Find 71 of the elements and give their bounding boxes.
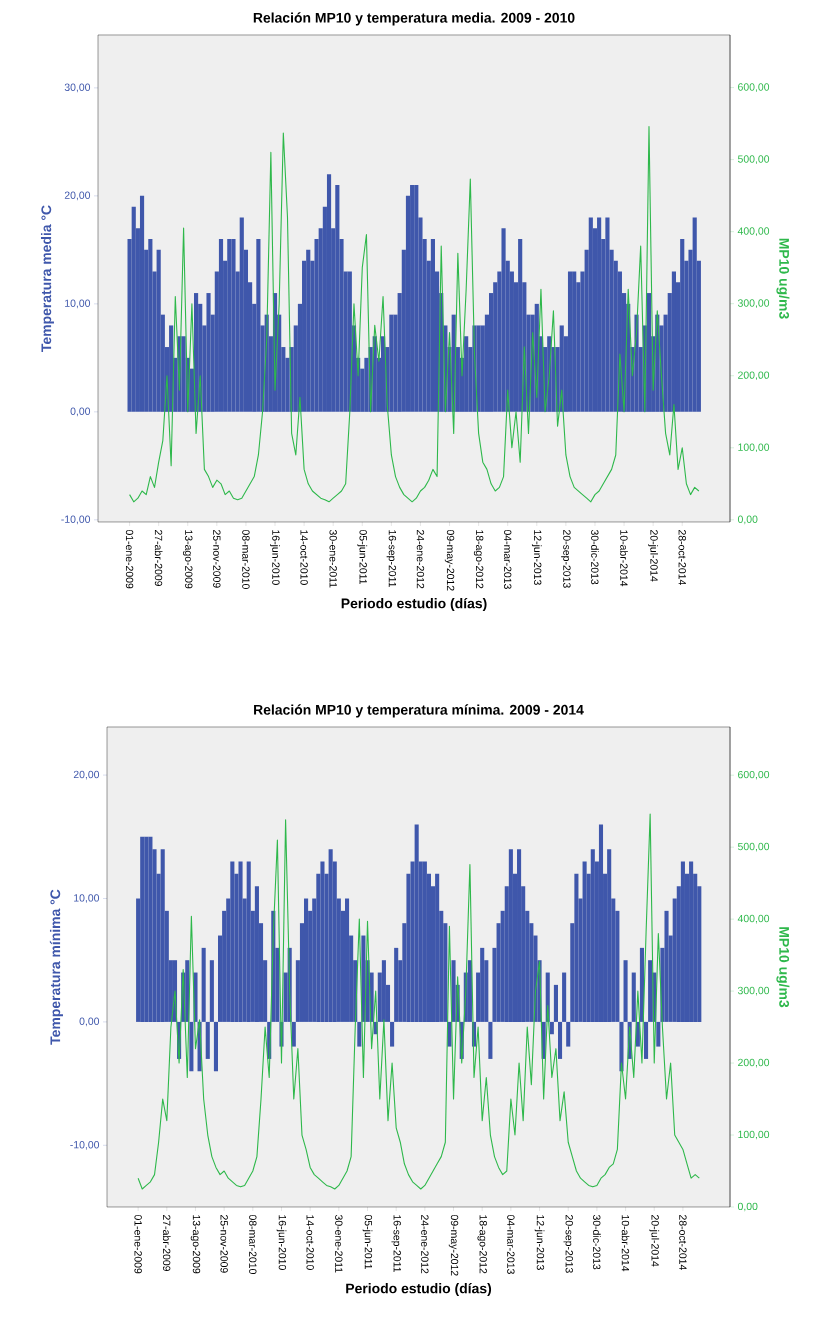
y-tick-label: -10,00 [70, 1140, 100, 1150]
x-tick-label: 14-oct-2010 [306, 1215, 314, 1270]
x-tick-label: 08-mar-2010 [242, 529, 250, 589]
x-tick-label: 20-sep-2013 [561, 530, 571, 588]
y2-tick-label: 400,00 [737, 227, 770, 236]
y2-axis-title: MP10 ug/m3 [776, 927, 790, 1008]
y-tick-label: 10,00 [74, 894, 100, 903]
x-tick-label: 30-dic-2013 [593, 1214, 601, 1270]
x-tick-label: 05-jun-2011 [357, 529, 368, 585]
x-tick-label: 25-nov-2009 [213, 530, 221, 588]
x-tick-label: 27-abr-2009 [154, 530, 163, 586]
y2-tick-label: 200,00 [738, 371, 770, 381]
x-tick-label: 24-ene-2012 [421, 1215, 429, 1274]
y2-tick-label: 600,00 [738, 770, 770, 780]
x-tick-label: 09-may-2012 [448, 1214, 459, 1276]
x-tick-label: 16-jun-2010 [276, 1215, 287, 1270]
y2-tick-label: 0,00 [737, 1202, 758, 1212]
y2-tick-label: 500,00 [737, 842, 770, 852]
x-tick-label: 10-abr-2014 [621, 1215, 630, 1272]
y-tick-label: -10,00 [61, 515, 91, 525]
x-tick-label: 13-ago-2009 [190, 1215, 201, 1274]
y-tick-label: 20,00 [64, 191, 91, 201]
x-tick-label: 20-jul-2014 [649, 1215, 660, 1267]
x-tick-label: 10-abr-2014 [620, 530, 628, 587]
x-tick-label: 16-sep-2011 [391, 1215, 401, 1272]
x-tick-label: 16-jun-2010 [270, 530, 280, 585]
x-tick-label: 13-ago-2009 [183, 530, 193, 589]
y-tick-label: 10,00 [65, 299, 91, 309]
y2-tick-label: 200,00 [738, 1058, 770, 1068]
x-tick-label: 12-jun-2013 [531, 530, 542, 585]
x-tick-label: 08-mar-2010 [249, 1214, 257, 1274]
x-tick-label: 16-sep-2011 [386, 530, 397, 587]
y-tick-label: 20,00 [73, 770, 100, 780]
y2-tick-label: 400,00 [737, 914, 770, 924]
x-tick-label: 05-jun-2011 [362, 1214, 373, 1270]
y2-tick-label: 500,00 [737, 155, 770, 164]
x-tick-label: 18-ago-2012 [473, 530, 484, 589]
y-axis-title: Temperatura mínima °C [49, 889, 63, 1045]
y-tick-label: 0,00 [79, 1017, 100, 1027]
x-tick-label: 28-oct-2014 [679, 1215, 687, 1271]
y2-tick-label: 100,00 [738, 1130, 770, 1140]
y2-tick-label: 300,00 [737, 986, 770, 996]
x-tick-label: 30-ene-2011 [329, 529, 337, 588]
chart-title: Relación MP10 y temperatura media. 2009 - 2010 [253, 12, 575, 26]
x-tick-label: 20-sep-2013 [563, 1215, 573, 1273]
y-tick-label: 30,00 [64, 83, 91, 93]
y2-axis-title: MP10 ug/m3 [776, 238, 790, 319]
x-tick-label: 09-may-2012 [444, 529, 455, 591]
x-tick-label: 04-mar-2013 [504, 529, 512, 589]
x-tick-label: 27-abr-2009 [162, 1215, 171, 1271]
x-tick-label: 28-oct-2014 [678, 530, 686, 585]
y2-tick-label: 100,00 [738, 443, 770, 453]
x-tick-label: 30-dic-2013 [591, 529, 599, 585]
x-axis-title: Periodo estudio (días) [346, 1282, 492, 1297]
x-tick-label: 14-oct-2010 [300, 530, 308, 585]
x-tick-label: 01-ene-2009 [125, 529, 134, 589]
x-tick-label: 24-ene-2012 [416, 530, 425, 589]
x-tick-label: 04-mar-2013 [507, 1214, 515, 1274]
y2-tick-label: 0,00 [737, 515, 758, 525]
x-tick-label: 20-jul-2014 [648, 530, 659, 582]
x-tick-label: 25-nov-2009 [220, 1215, 228, 1273]
y-axis-title: Temperatura media °C [40, 205, 54, 352]
x-axis-title: Periodo estudio (días) [341, 597, 487, 612]
y2-tick-label: 600,00 [738, 83, 770, 92]
chart-title: Relación MP10 y temperatura mínima. 2009 - 2014 [254, 704, 584, 718]
y-tick-label: 0,00 [70, 407, 91, 417]
x-tick-label: 30-ene-2011 [335, 1214, 343, 1273]
x-tick-label: 18-ago-2012 [477, 1215, 487, 1274]
x-tick-label: 12-jun-2013 [534, 1215, 545, 1270]
x-tick-label: 01-ene-2009 [134, 1214, 142, 1274]
y2-tick-label: 300,00 [737, 299, 770, 309]
